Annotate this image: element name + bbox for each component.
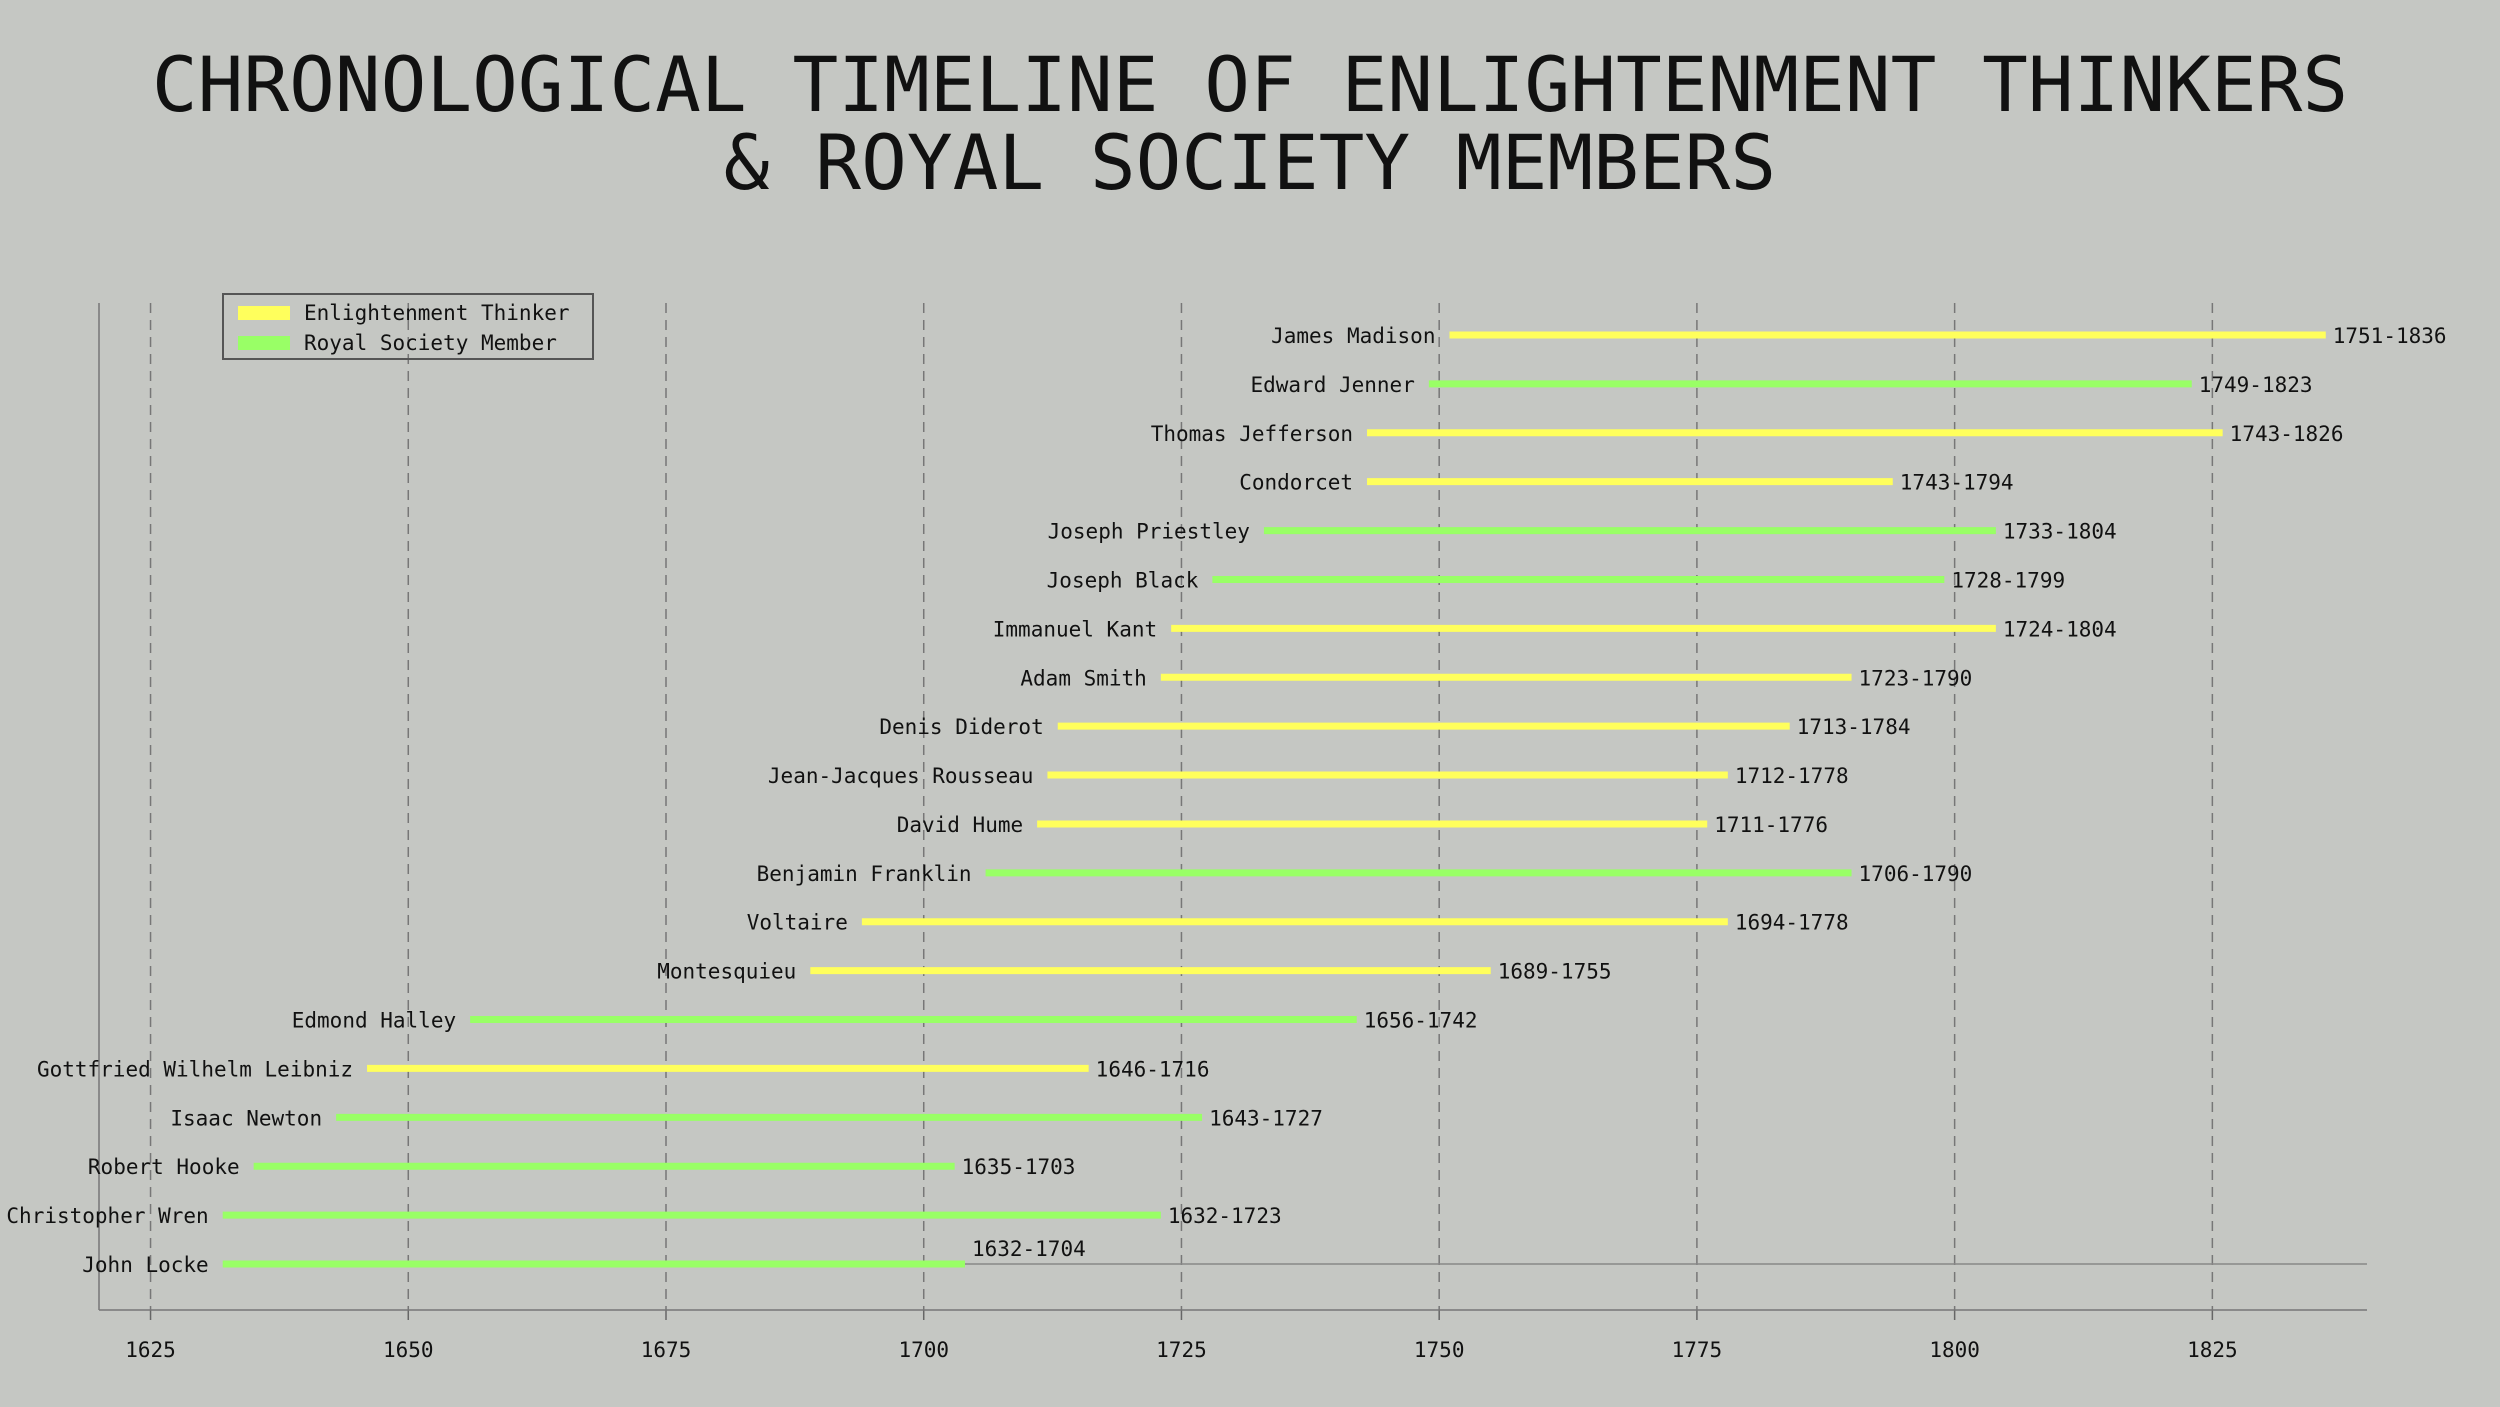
year-range-label: 1635-1703 [962,1155,1076,1179]
x-tick-label: 1825 [2187,1338,2238,1362]
person-name-label: Christopher Wren [6,1204,208,1228]
year-range-label: 1643-1727 [1209,1106,1323,1130]
year-range-label: 1724-1804 [2003,617,2117,641]
person-name-label: Voltaire [747,911,848,935]
x-tick-label: 1725 [1156,1338,1207,1362]
person-name-label: Benjamin Franklin [757,862,972,886]
person-name-label: Denis Diderot [879,715,1043,739]
year-range-label: 1632-1704 [972,1237,1086,1261]
legend-item-royal-society: Royal Society Member [238,328,557,358]
year-range-label: 1728-1799 [1951,568,2065,592]
person-name-label: Jean-Jacques Rousseau [768,764,1034,788]
chart-title: CHRONOLOGICAL TIMELINE OF ENLIGHTENMENT … [0,46,2500,202]
person-name-label: Edward Jenner [1250,373,1414,397]
person-name-label: Gottfried Wilhelm Leibniz [37,1057,353,1081]
year-range-label: 1711-1776 [1714,813,1828,837]
year-range-label: 1646-1716 [1096,1057,1210,1081]
year-range-label: 1689-1755 [1498,960,1612,984]
person-name-label: David Hume [897,813,1023,837]
person-name-label: Joseph Priestley [1048,520,1250,544]
person-name-label: Thomas Jefferson [1151,422,1353,446]
legend-swatch-enlightenment [238,306,290,320]
legend-label-royal-society: Royal Society Member [304,331,557,355]
person-name-label: Montesquieu [657,960,796,984]
year-range-label: 1632-1723 [1168,1204,1282,1228]
year-range-label: 1733-1804 [2003,520,2117,544]
year-range-label: 1713-1784 [1797,715,1911,739]
year-range-label: 1656-1742 [1364,1009,1478,1033]
year-range-label: 1749-1823 [2199,373,2313,397]
title-line-2: & ROYAL SOCIETY MEMBERS [723,118,1777,207]
person-name-label: Isaac Newton [170,1106,322,1130]
year-range-label: 1743-1794 [1900,471,2014,495]
year-range-label: 1751-1836 [2333,324,2447,348]
person-name-label: Condorcet [1239,471,1353,495]
year-range-label: 1712-1778 [1735,764,1849,788]
person-name-label: James Madison [1271,324,1435,348]
person-name-label: John Locke [82,1253,208,1277]
person-name-label: Robert Hooke [88,1155,240,1179]
title-line-1: CHRONOLOGICAL TIMELINE OF ENLIGHTENMENT … [151,40,2349,129]
x-tick-label: 1800 [1929,1338,1980,1362]
x-tick-label: 1650 [383,1338,434,1362]
person-name-label: Joseph Black [1047,568,1199,592]
person-name-label: Edmond Halley [292,1009,456,1033]
person-name-label: Adam Smith [1020,666,1146,690]
year-range-label: 1743-1826 [2230,422,2344,446]
legend-item-enlightenment: Enlightenment Thinker [238,298,570,328]
year-range-label: 1723-1790 [1859,666,1973,690]
x-tick-label: 1675 [641,1338,692,1362]
x-tick-label: 1775 [1672,1338,1723,1362]
x-tick-label: 1700 [898,1338,949,1362]
x-tick-label: 1750 [1414,1338,1465,1362]
year-range-label: 1706-1790 [1859,862,1973,886]
year-range-label: 1694-1778 [1735,911,1849,935]
x-tick-label: 1625 [125,1338,176,1362]
legend-label-enlightenment: Enlightenment Thinker [304,301,570,325]
legend: Enlightenment Thinker Royal Society Memb… [222,293,594,360]
person-name-label: Immanuel Kant [993,617,1157,641]
legend-swatch-royal-society [238,336,290,350]
